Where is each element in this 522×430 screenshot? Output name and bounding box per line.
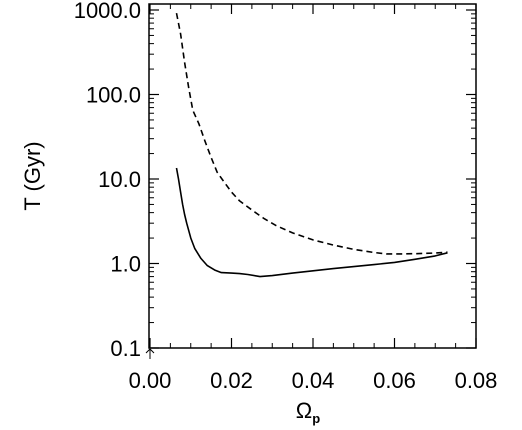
x-tick-label: 0.06 — [373, 368, 416, 393]
x-tick-label: 0.08 — [455, 368, 498, 393]
y-axis-ticks: 0.1 1.0 10.0 100.0 1000.0 — [74, 0, 476, 361]
x-axis-label-subscript: p — [312, 411, 320, 426]
plot-area — [145, 3, 477, 359]
origin-arrow-head — [145, 348, 155, 354]
y-tick-label: 0.1 — [110, 336, 141, 361]
solid-series-line — [175, 167, 448, 278]
y-tick-label: 1.0 — [110, 252, 141, 277]
y-tick-label: 1000.0 — [74, 0, 141, 23]
x-tick-label: 0.02 — [210, 368, 253, 393]
dashed-series-line — [175, 12, 448, 255]
x-tick-label: 0.04 — [292, 368, 335, 393]
plot-frame — [148, 3, 477, 349]
x-axis-ticks: 0.00 0.02 0.04 0.06 0.08 — [129, 4, 498, 393]
x-axis-label: Ωp — [296, 398, 320, 426]
x-axis-label-main: Ω — [296, 398, 312, 423]
y-axis-label: T (Gyr) — [20, 141, 45, 210]
y-tick-label: 10.0 — [98, 167, 141, 192]
x-tick-label: 0.00 — [129, 368, 172, 393]
y-tick-label: 100.0 — [86, 83, 141, 108]
series-layer — [175, 12, 448, 278]
